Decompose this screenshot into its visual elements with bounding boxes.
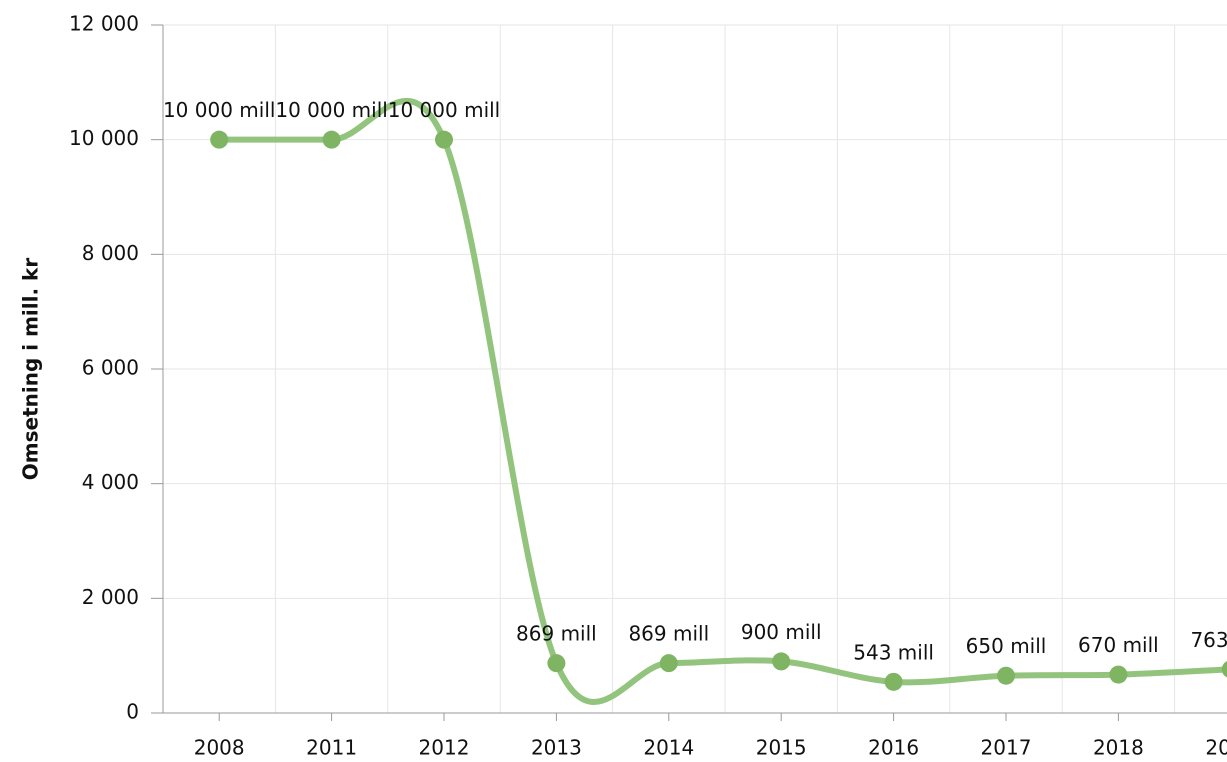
y-tick-label: 8 000: [82, 241, 139, 265]
data-label: 10 000 mill: [388, 98, 501, 122]
line: [216, 98, 1227, 705]
data-label: 650 mill: [966, 634, 1047, 658]
x-tick-label: 2013: [531, 736, 582, 760]
marker: [322, 130, 341, 149]
data-label: 10 000 mill: [163, 98, 276, 122]
marker: [772, 652, 791, 671]
y-tick-label: 4 000: [82, 470, 139, 494]
x-tick-label: 2017: [981, 736, 1032, 760]
data-label: 10 000 mill: [275, 98, 388, 122]
marker: [1221, 661, 1227, 678]
y-axis-label: Omsetning i mill. kr: [19, 258, 43, 481]
x-tick-label: 2012: [419, 736, 470, 760]
x-tick-label: 2018: [1093, 736, 1144, 760]
data-label: 869 mill: [628, 622, 709, 646]
data-label: 670 mill: [1078, 633, 1159, 657]
y-tick-label: 12 000: [69, 12, 139, 36]
marker: [1109, 665, 1128, 684]
marker: [659, 654, 678, 673]
x-tick-label: 2011: [306, 736, 357, 760]
data-label: 763 mill: [1190, 628, 1227, 652]
marker: [210, 130, 229, 149]
marker: [547, 654, 566, 673]
x-tick-label: 2016: [868, 736, 919, 760]
marker: [997, 666, 1015, 685]
y-tick-label: 2 000: [82, 585, 139, 609]
x-tick-label: 2014: [643, 736, 694, 760]
y-tick-label: 0: [126, 700, 139, 724]
data-label: 543 mill: [853, 640, 934, 664]
marker: [435, 130, 453, 149]
marker: [884, 672, 903, 691]
y-tick-label: 10 000: [69, 126, 139, 150]
x-tick-label: 2019: [1205, 736, 1227, 760]
x-tick-label: 2008: [194, 736, 245, 760]
data-label: 869 mill: [516, 622, 597, 646]
y-tick-label: 6 000: [82, 356, 139, 380]
data-label: 900 mill: [741, 620, 822, 644]
x-tick-label: 2015: [756, 736, 807, 760]
